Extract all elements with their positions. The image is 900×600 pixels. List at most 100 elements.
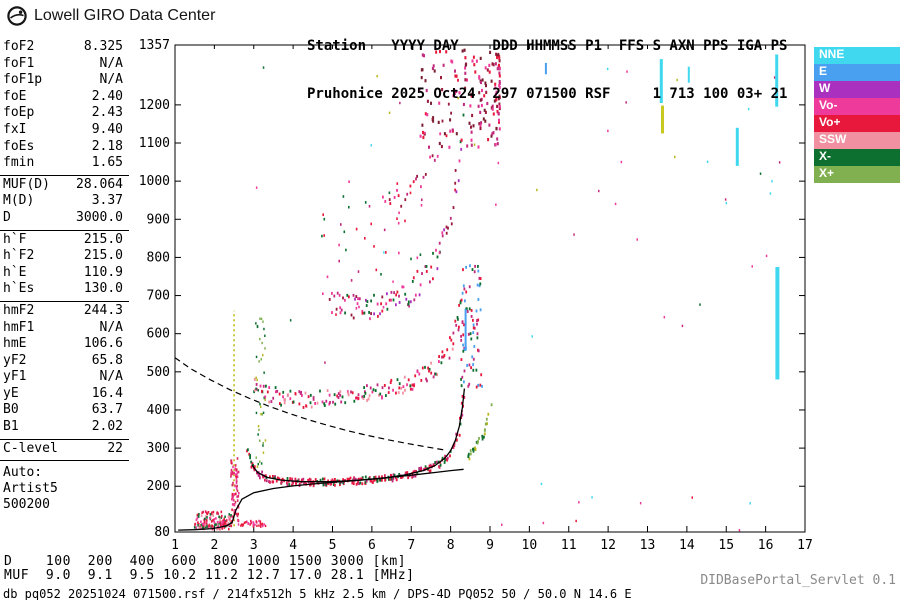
param-group: hmF2 244.3 hmF1 N/A hmE 106.6 yF2 65.8 yF1 N/A yE 1… (0, 302, 129, 440)
param-value: 28.064 (76, 176, 123, 192)
param-C-level: C-level 22 (0, 441, 129, 458)
param-D: D 3000.0 (0, 210, 129, 227)
legend-item-E: E (814, 64, 900, 81)
param-value: 2.18 (91, 138, 123, 154)
param-label: hmE (3, 336, 27, 352)
x-tick-label: 1 (171, 538, 179, 553)
autoscaling-line: 500200 (3, 497, 50, 513)
trace-F2-3rd-hop (328, 113, 465, 321)
line-true-height-profile (178, 468, 464, 531)
legend-item-X-: X- (814, 149, 900, 166)
param-label: yF1 (3, 369, 27, 385)
x-tick-label: 9 (486, 538, 494, 553)
rfi-bar (659, 59, 663, 103)
param-label: B1 (3, 419, 19, 435)
cluster-wide-noise (255, 66, 781, 364)
y-tick-label: 200 (147, 479, 170, 494)
param-foE: foE 2.40 (0, 89, 129, 106)
param-value: 2.43 (91, 105, 123, 121)
param-hmF2: hmF2 244.3 (0, 303, 129, 320)
lowell-giro-logo: Lowell GIRO Data Center (6, 5, 215, 27)
param-label: C-level (3, 440, 58, 456)
param-fmin: fmin 1.65 (0, 155, 129, 172)
rfi-bar (544, 62, 547, 75)
param-M(D): M(D) 3.37 (0, 193, 129, 210)
cluster-spread-f (457, 264, 483, 389)
trace-F2-X-rise (467, 403, 493, 461)
param-label: foE (3, 88, 27, 104)
distance-row: D 100 200 400 600 800 1000 1500 3000 [km… (4, 554, 407, 569)
param-group: foF2 8.325 foF1 N/A foF1p N/A foE 2.40 foEp 2.43 f… (0, 38, 129, 176)
x-tick-label: 15 (718, 538, 734, 553)
param-foF2: foF2 8.325 (0, 39, 129, 56)
param-h`Es: h`Es 130.0 (0, 281, 129, 298)
param-value: 63.7 (91, 402, 123, 418)
y-tick-label: 1000 (139, 174, 170, 189)
x-tick-label: 5 (329, 538, 337, 553)
cluster-bottom-noise (501, 482, 751, 532)
param-value: 215.0 (83, 231, 123, 247)
param-label: foF1p (3, 72, 43, 88)
param-label: foF2 (3, 39, 35, 54)
param-B1: B1 2.02 (0, 419, 129, 436)
param-MUF(D): MUF(D) 28.064 (0, 177, 129, 194)
status-bar: db pq052 20251024 071500.rsf / 214fx512h… (3, 587, 632, 600)
autoscaling-info: Auto: Artist5 500200 (0, 461, 129, 513)
x-tick-label: 10 (522, 538, 538, 553)
autoscaling-line: Auto: (3, 465, 43, 481)
param-label: h`F (3, 231, 27, 247)
param-value: 3.37 (91, 193, 123, 209)
param-B0: B0 63.7 (0, 402, 129, 419)
param-value: N/A (99, 55, 123, 71)
y-tick-label: 800 (147, 250, 170, 265)
param-value: 110.9 (83, 264, 123, 280)
param-label: fxI (3, 121, 27, 137)
param-value: 215.0 (83, 248, 123, 264)
y-tick-label: 1357 (139, 38, 170, 53)
param-h`F2: h`F2 215.0 (0, 248, 129, 265)
param-group: C-level 22 (0, 440, 129, 462)
x-tick-label: 11 (561, 538, 577, 553)
param-value: 22 (107, 440, 123, 456)
y-tick-label: 500 (147, 365, 170, 380)
echo-color-legend: NNE E W Vo- Vo+ SSW X- X+ (814, 47, 900, 183)
autoscaling-line: Artist5 (3, 481, 58, 497)
y-tick-label: 700 (147, 289, 170, 304)
param-label: h`Es (3, 281, 35, 297)
x-tick-label: 14 (679, 538, 695, 553)
param-h`F: h`F 215.0 (0, 232, 129, 249)
rfi-bar (735, 127, 739, 166)
station-header: Station YYYY DAY DDD HHMMSS P1 FFS S AXN… (307, 6, 787, 134)
param-value: 2.40 (91, 88, 123, 104)
x-tick-label: 17 (797, 538, 813, 553)
param-foEs: foEs 2.18 (0, 139, 129, 156)
station-header-line1: Station YYYY DAY DDD HHMMSS P1 FFS S AXN… (307, 38, 788, 54)
param-group: h`F 215.0 h`F2 215.0 h`E 110.9 h`Es 130.0 (0, 231, 129, 302)
param-value: 130.0 (83, 281, 123, 297)
rfi-bar (775, 267, 780, 380)
param-yF1: yF1 N/A (0, 369, 129, 386)
param-label: D (3, 209, 11, 225)
param-foEp: foEp 2.43 (0, 105, 129, 122)
param-value: 3000.0 (76, 209, 123, 225)
cluster-upper-mid-scatter (321, 180, 423, 316)
servlet-version-label: DIDBasePortal_Servlet 0.1 (700, 573, 896, 588)
param-fxI: fxI 9.40 (0, 122, 129, 139)
param-label: h`F2 (3, 248, 35, 264)
rfi-bar (661, 105, 664, 134)
param-group: MUF(D) 28.064 M(D) 3.37 D 3000.0 (0, 176, 129, 231)
y-tick-label: 400 (147, 403, 170, 418)
line-muf-transmission-curve (174, 357, 445, 451)
muf-row: MUF 9.0 9.1 9.5 10.2 11.2 12.7 17.0 28.1… (4, 568, 415, 583)
param-label: M(D) (3, 193, 35, 209)
x-tick-label: 7 (407, 538, 415, 553)
param-value: N/A (99, 369, 123, 385)
x-tick-label: 13 (640, 538, 656, 553)
param-value: 65.8 (91, 352, 123, 368)
trace-F2-4th-hop (382, 78, 459, 208)
param-yF2: yF2 65.8 (0, 353, 129, 370)
trace-F2-2nd-hop (253, 299, 462, 409)
param-yE: yE 16.4 (0, 386, 129, 403)
cluster-e-tail-scatter (237, 519, 267, 528)
